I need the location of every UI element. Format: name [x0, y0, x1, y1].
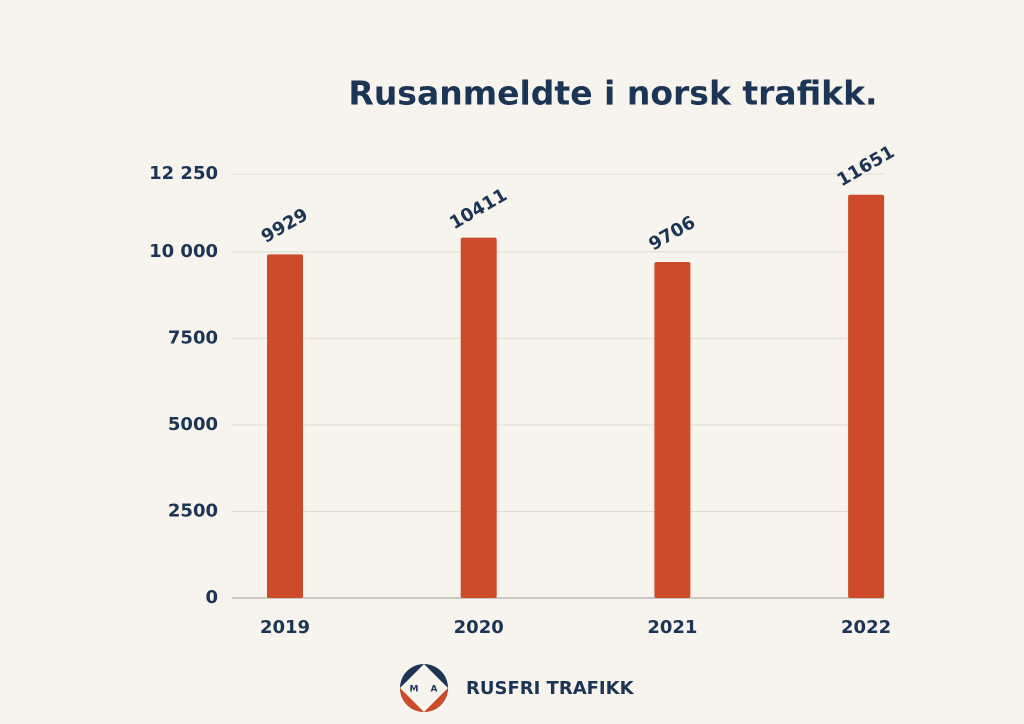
logo: M A	[400, 664, 448, 712]
y-tick-label: 7500	[168, 327, 218, 348]
brand-name: RUSFRI TRAFIKK	[466, 678, 635, 699]
x-tick-label: 2022	[841, 617, 891, 638]
y-tick-label: 12 250	[149, 163, 218, 184]
x-tick-label: 2019	[260, 617, 310, 638]
y-tick-label: 5000	[168, 414, 218, 435]
bar	[848, 194, 885, 598]
x-tick-label: 2020	[454, 617, 504, 638]
bar	[267, 254, 303, 598]
bar	[654, 262, 691, 598]
x-tick-label: 2021	[647, 617, 697, 638]
logo-diamond	[400, 664, 448, 712]
logo-letter: M	[410, 685, 419, 695]
bar	[460, 237, 497, 598]
y-tick-label: 2500	[168, 500, 218, 521]
logo-letter: A	[431, 685, 438, 695]
y-tick-label: 10 000	[149, 241, 218, 262]
y-tick-label: 0	[205, 587, 218, 608]
chart-title: Rusanmeldte i norsk trafikk.	[348, 74, 877, 113]
